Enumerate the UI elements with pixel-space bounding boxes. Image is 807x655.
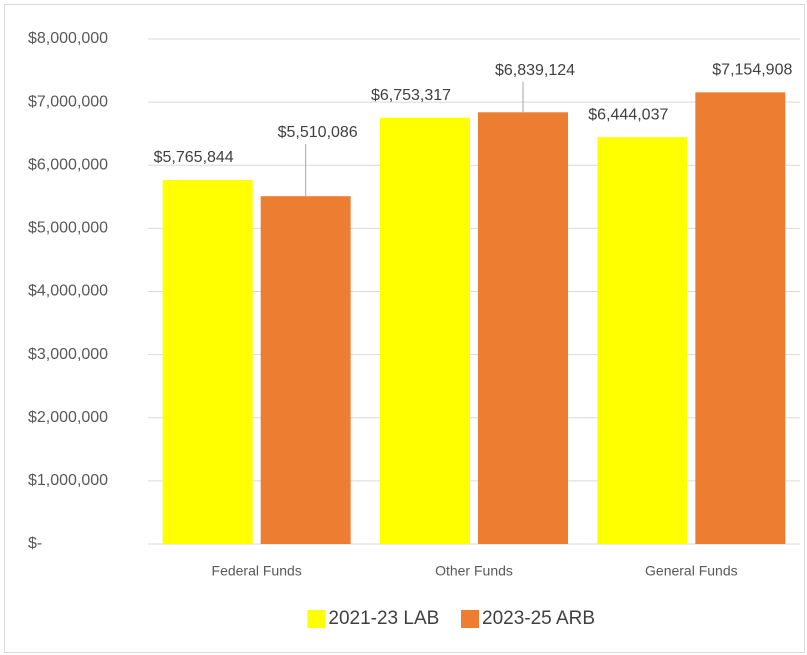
bar — [380, 117, 470, 544]
bar — [162, 180, 253, 544]
x-tick-label: Other Funds — [435, 563, 513, 579]
y-tick-label: $1,000,000 — [28, 472, 108, 489]
legend-swatch — [461, 610, 479, 628]
bar — [260, 196, 351, 544]
data-label: $5,765,844 — [154, 149, 234, 166]
y-tick-label: $4,000,000 — [28, 283, 108, 300]
y-tick-label: $8,000,000 — [28, 30, 108, 47]
x-tick-label: General Funds — [645, 563, 738, 579]
data-label: $6,444,037 — [588, 106, 668, 123]
bar — [695, 92, 786, 544]
y-tick-label: $7,000,000 — [28, 93, 108, 110]
data-label: $6,839,124 — [495, 62, 575, 79]
legend-label: 2021-23 LAB — [328, 608, 439, 629]
legend-label: 2023-25 ARB — [482, 608, 595, 629]
bar — [597, 137, 688, 545]
y-tick-label: $3,000,000 — [28, 346, 108, 363]
data-label: $7,154,908 — [712, 62, 792, 79]
y-tick-label: $- — [28, 535, 42, 552]
y-tick-label: $5,000,000 — [28, 220, 108, 237]
y-tick-label: $6,000,000 — [28, 156, 108, 173]
bar — [478, 112, 568, 544]
data-label: $5,510,086 — [278, 124, 358, 141]
data-label: $6,753,317 — [371, 87, 451, 104]
x-tick-label: Federal Funds — [212, 563, 302, 579]
legend-swatch — [307, 610, 326, 628]
y-tick-label: $2,000,000 — [28, 409, 108, 426]
